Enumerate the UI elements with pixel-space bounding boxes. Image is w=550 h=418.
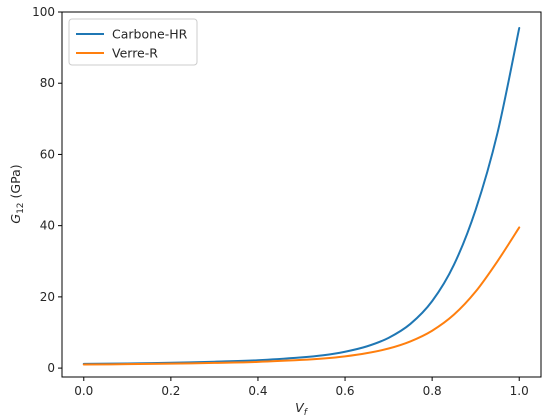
series-group	[82, 27, 521, 366]
y-tick-label: 60	[40, 147, 55, 161]
legend: Carbone-HR Verre-R	[68, 18, 198, 66]
y-tick-label: 40	[40, 219, 55, 233]
x-axis-label-sub: f	[304, 408, 309, 418]
y-axis-label-unit: (GPa)	[8, 164, 23, 198]
y-tick-label: 20	[40, 290, 55, 304]
y-axis-label-sub: 12	[16, 202, 26, 213]
x-tick-label: 0.4	[248, 384, 267, 398]
x-tick-label: 0.6	[335, 384, 354, 398]
series-line-1	[82, 226, 521, 366]
x-axis-label-main: V	[295, 400, 305, 415]
x-tick-label: 0.8	[423, 384, 442, 398]
y-tick-label: 100	[32, 5, 55, 19]
plot-area	[61, 11, 542, 378]
legend-label: Verre-R	[112, 46, 158, 61]
x-axis-label: Vf	[295, 400, 309, 418]
y-axis-label-main: G	[8, 214, 23, 224]
x-axis: 0.0 0.2 0.4 0.6 0.8 1.0	[74, 377, 529, 398]
y-tick-label: 0	[47, 361, 55, 375]
y-axis-label: G12 (GPa)	[8, 164, 26, 223]
x-tick-label: 0.2	[161, 384, 180, 398]
y-axis: 0 20 40 60 80 100	[32, 5, 62, 375]
x-tick-label: 1.0	[510, 384, 529, 398]
series-line-0	[82, 27, 521, 365]
legend-label: Carbone-HR	[112, 27, 188, 42]
plot-frame	[61, 11, 542, 378]
y-tick-label: 80	[40, 76, 55, 90]
x-tick-label: 0.0	[74, 384, 93, 398]
